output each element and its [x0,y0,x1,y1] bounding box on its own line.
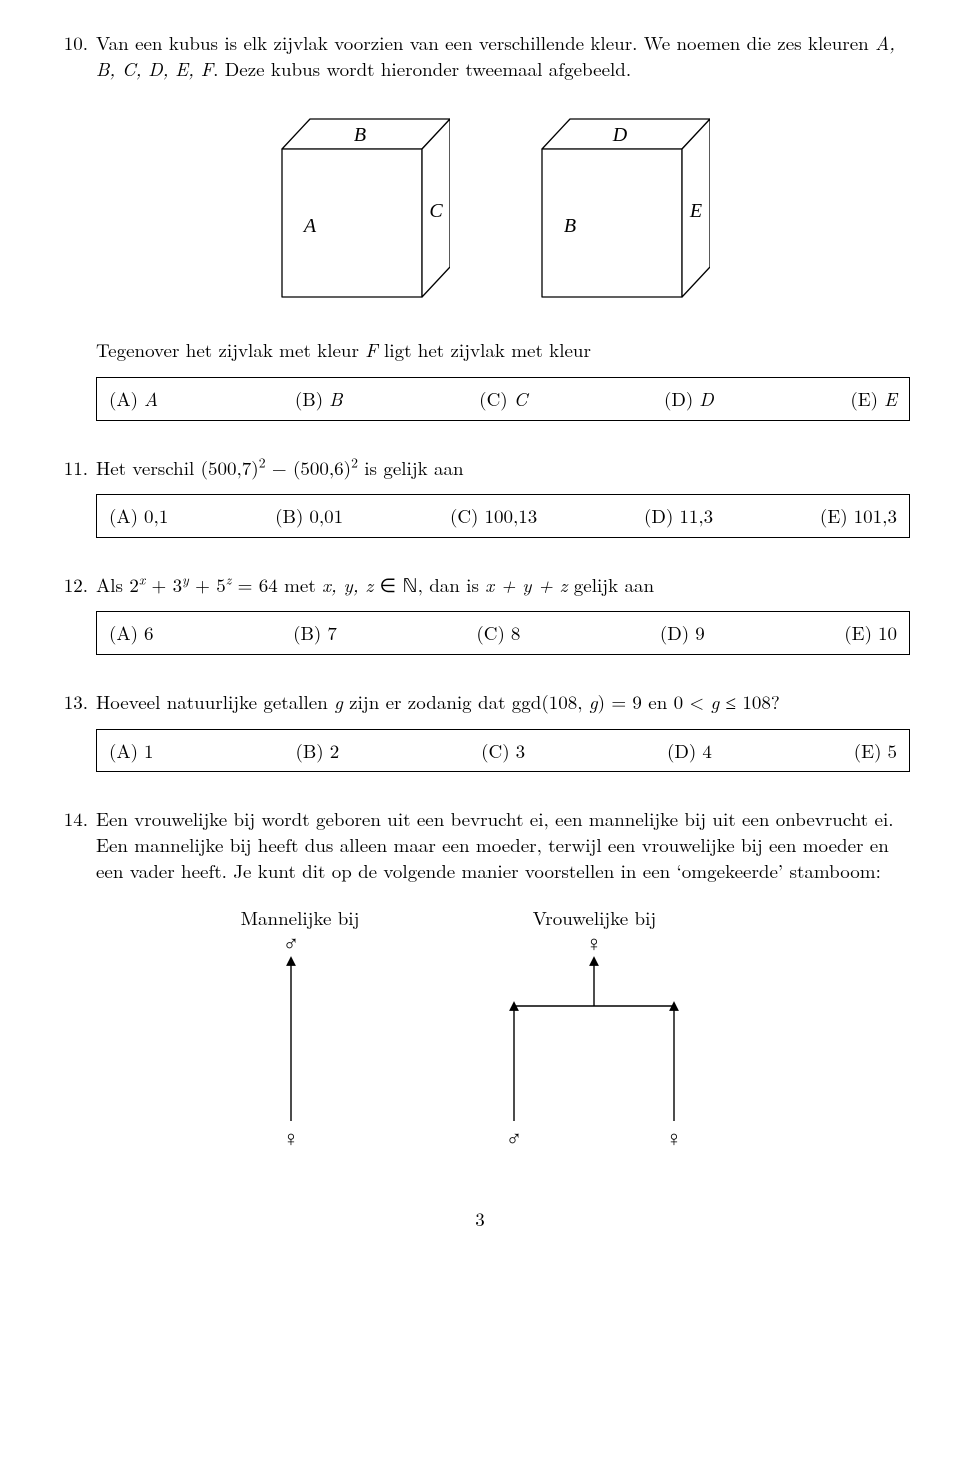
cube1-left-label: A [302,215,317,237]
q13-answers: (A)1 (B)2 (C)3 (D)4 (E)5 [96,729,910,773]
question-body: Een vrouwelijke bij wordt geboren uit ee… [96,806,910,883]
question-number: 12. [50,572,96,598]
male-bee-diagram: ♂ ♀ [241,931,341,1156]
q14-text: Een vrouwelijke bij wordt geboren uit ee… [96,805,894,883]
cube1-top-label: B [354,124,366,146]
question-13: 13. Hoeveel natuurlijke getallen g zijn … [50,689,910,715]
q10-answer-e: (E)E [850,386,897,412]
q12-answer-b: (B)7 [293,620,337,646]
q10-text-2: . Deze kubus wordt hieronder tweemaal af… [213,55,631,82]
q13-answer-b: (B)2 [295,738,339,764]
female-symbol-icon: ♀ [666,1122,683,1153]
q13-answer-c: (C)3 [481,738,525,764]
q11-answers: (A)0,1 (B)0,01 (C)100,13 (D)11,3 (E)101,… [96,494,910,538]
female-symbol-icon: ♀ [282,1122,299,1153]
q11-answer-e: (E)101,3 [820,503,897,529]
q12-answer-d: (D)9 [660,620,705,646]
female-bee-tree: Vrouwelijke bij ♀ ♂ ♀ [469,905,719,1156]
q12-answers: (A)6 (B)7 (C)8 (D)9 (E)10 [96,611,910,655]
page-number: 3 [50,1206,910,1232]
q11-answer-b: (B)0,01 [275,503,343,529]
q13-answer-d: (D)4 [667,738,712,764]
q11-answer-d: (D)11,3 [644,503,713,529]
question-14: 14. Een vrouwelijke bij wordt geboren ui… [50,806,910,883]
q11-answer-a: (A)0,1 [109,503,168,529]
q10-answer-c: (C)C [479,386,527,412]
question-10: 10. Van een kubus is elk zijvlak voorzie… [50,30,910,81]
q10-answer-d: (D)D [664,386,714,412]
question-12: 12. Als 2x + 3y + 5z = 64 met x, y, z ∈ … [50,572,910,598]
male-symbol-icon: ♂ [282,931,299,958]
question-body: Hoeveel natuurlijke getallen g zijn er z… [96,689,910,715]
male-bee-label: Mannelijke bij [241,905,360,931]
q12-answer-e: (E)10 [844,620,897,646]
question-number: 10. [50,30,96,81]
question-11: 11. Het verschil (500,7)2 − (500,6)2 is … [50,455,910,481]
cube-1: B A C [250,107,450,307]
question-body: Het verschil (500,7)2 − (500,6)2 is geli… [96,455,910,481]
q11-answer-c: (C)100,13 [450,503,537,529]
question-number: 13. [50,689,96,715]
cube-2: D B E [510,107,710,307]
q10-subtext: Tegenover het zijvlak met kleur F ligt h… [96,337,910,363]
question-number: 14. [50,806,96,883]
q10-answer-a: (A)A [109,386,158,412]
question-number: 11. [50,455,96,481]
female-symbol-icon: ♀ [586,931,603,958]
q12-answer-a: (A)6 [109,620,154,646]
q12-answer-c: (C)8 [476,620,520,646]
question-body: Als 2x + 3y + 5z = 64 met x, y, z ∈ ℕ, d… [96,572,910,598]
q13-answer-e: (E)5 [854,738,897,764]
q13-answer-a: (A)1 [109,738,154,764]
q10-answers: (A)A (B)B (C)C (D)D (E)E [96,377,910,421]
cube1-right-label: C [429,200,443,222]
q10-answer-b: (B)B [295,386,343,412]
female-bee-diagram: ♀ ♂ ♀ [469,931,719,1156]
bee-trees: Mannelijke bij ♂ ♀ Vrouwelijke bij ♀ [50,905,910,1156]
q10-text: Van een kubus is elk zijvlak voorzien va… [96,29,875,56]
female-bee-label: Vrouwelijke bij [469,905,719,931]
male-symbol-icon: ♂ [506,1122,523,1153]
cube2-right-label: E [689,200,702,222]
cube2-top-label: D [612,124,628,146]
question-body: Van een kubus is elk zijvlak voorzien va… [96,30,910,81]
male-bee-tree: Mannelijke bij ♂ ♀ [241,905,360,1156]
cube2-left-label: B [564,215,576,237]
cube-figures: B A C D B E [50,107,910,307]
